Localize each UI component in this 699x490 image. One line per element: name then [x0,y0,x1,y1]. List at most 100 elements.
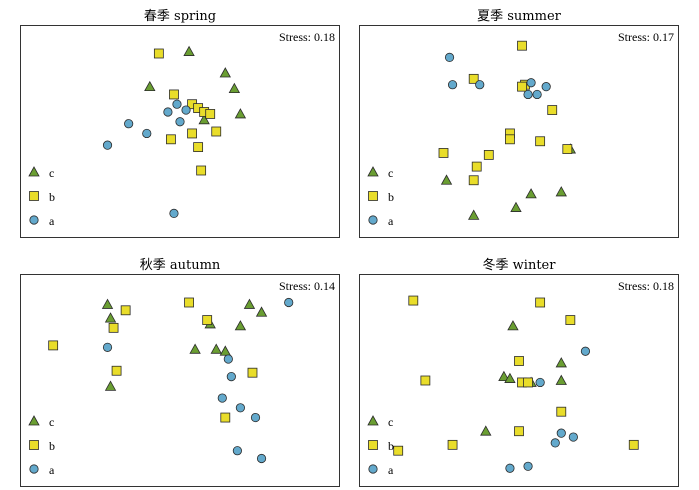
data-point-c [144,80,156,92]
data-point-a [541,82,551,92]
data-point-c [498,370,510,381]
data-point-a [235,403,245,413]
legend-label: b [49,190,55,204]
data-point-b [193,142,204,152]
stress-label: Stress: 0.18 [617,279,674,293]
data-point-c [219,345,231,356]
data-point-c [243,298,256,309]
data-point-b [517,40,527,51]
data-point-a [124,119,134,129]
data-point-a [523,461,533,471]
data-point-c [234,320,247,331]
data-point-c [468,209,480,220]
data-point-b [468,73,479,84]
data-point-a [102,342,113,352]
data-point-a [550,438,560,448]
legend-symbol-a [29,464,39,474]
legend-item-a: a [366,458,416,482]
legend-item-c: c [366,410,416,434]
data-point-a [475,80,485,90]
legend-label: c [388,166,394,180]
data-point-b [166,134,176,145]
legend-label: c [388,415,394,429]
data-point-c [183,45,195,56]
data-point-b [120,305,131,316]
legend-marker-b [29,440,39,450]
legend-symbol-b [368,440,378,450]
legend-item-b: b [27,434,77,458]
data-point-b [628,439,639,450]
data-point-c [555,374,567,385]
data-point-b [202,315,213,325]
data-point-c [510,201,522,212]
data-point-c [555,357,567,368]
data-point-b [514,356,524,366]
data-point-b [438,148,449,158]
data-point-b [108,322,119,333]
legend-item-c: c [27,161,77,185]
legend-item-c: c [27,410,77,434]
data-point-a [556,428,566,438]
data-point-b [408,295,419,306]
data-point-a [232,446,242,456]
data-point-c [198,113,210,125]
legend-item-a: a [366,209,416,233]
legend-symbol-a [29,215,39,225]
data-point-a [526,78,536,88]
data-point-c [228,82,241,93]
data-point-a [568,432,578,442]
legend-item-b: b [366,185,416,209]
data-point-c [234,108,247,119]
legend-marker-c [367,415,379,426]
legend-marker-b [368,440,378,450]
data-point-b [535,136,546,147]
panel-title: 冬季 winter [482,258,556,273]
data-point-a [175,117,185,127]
data-point-a [217,393,227,403]
data-point-c [507,320,519,331]
data-point-a [523,89,533,100]
legend-symbol-c [367,166,379,177]
legend-item-c: c [366,161,416,185]
data-point-a [226,372,236,382]
data-point-a [444,52,455,63]
data-point-b [196,165,207,176]
data-point-b [48,340,59,351]
data-point-a [580,346,591,356]
panel-title: 春季 spring [143,9,217,24]
data-point-a [505,463,515,473]
data-point-b [111,365,122,376]
data-point-b [547,105,558,115]
legend-label: a [388,463,394,477]
scatter-plot [102,45,247,218]
data-point-a [250,412,261,423]
legend-marker-c [28,415,40,426]
data-point-a [181,105,191,115]
legend-marker-b [368,191,378,201]
legend-label: a [388,214,394,228]
data-point-c [101,298,114,309]
data-point-b [517,81,527,92]
data-point-b [247,367,258,378]
legend-marker-a [29,464,39,474]
legend-marker-c [28,166,40,177]
data-point-a [223,354,233,364]
data-point-a [142,128,152,139]
data-point-a [169,208,179,218]
legend-symbol-a [368,215,378,225]
data-point-c [555,186,567,197]
data-point-b [468,175,479,186]
data-point-c [504,372,516,383]
data-point-b [153,48,164,59]
data-point-a [163,107,173,117]
legend-marker-a [368,215,378,225]
scatter-plot [393,295,639,473]
data-point-b [205,109,216,119]
data-point-b [420,375,431,386]
legend-item-a: a [27,209,77,233]
data-point-c [440,174,453,185]
